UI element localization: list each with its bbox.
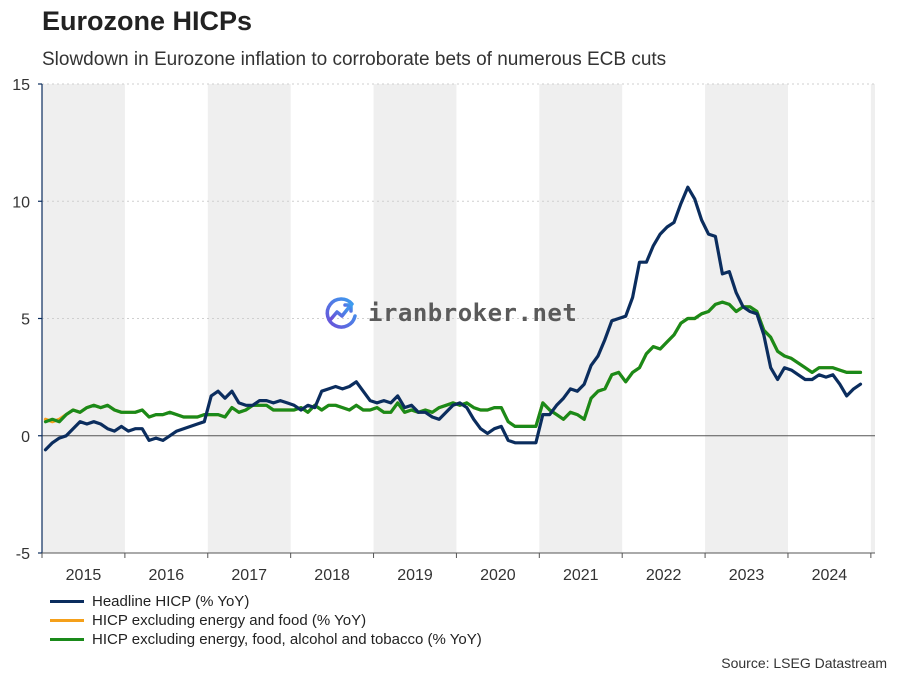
watermark: iranbroker.net	[322, 294, 577, 332]
x-tick-label: 2018	[314, 567, 350, 584]
axes: -5 0 5 10 15 2015 2016 2017 2018 2019 2020 2021 2022…	[12, 77, 875, 584]
y-tick-label: 5	[21, 312, 30, 329]
legend-item-headline: Headline HICP (% YoY)	[50, 592, 482, 611]
line-chart: -5 0 5 10 15 2015 2016 2017 2018 2019 2020 2021 2022…	[12, 77, 875, 584]
x-tick-label: 2022	[646, 567, 682, 584]
y-tick-label: -5	[16, 546, 30, 563]
legend-item-core: HICP excluding energy and food (% YoY)	[50, 611, 482, 630]
chart-title: Eurozone HICPs	[42, 6, 253, 36]
chart-subtitle: Slowdown in Eurozone inflation to corrob…	[42, 49, 667, 70]
x-tick-label: 2016	[149, 567, 185, 584]
source-note: Source: LSEG Datastream	[721, 655, 887, 671]
series-lines	[43, 185, 863, 452]
x-tick-label: 2021	[563, 567, 599, 584]
y-tick-label: 15	[12, 77, 30, 94]
legend: Headline HICP (% YoY) HICP excluding ene…	[50, 592, 482, 649]
y-tick-label: 10	[12, 194, 30, 211]
legend-label: HICP excluding energy, food, alcohol and…	[92, 631, 482, 648]
x-tick-label: 2023	[729, 567, 765, 584]
chart-logo-icon	[325, 297, 357, 329]
y-tick-label: 0	[21, 429, 30, 446]
legend-item-supercore: HICP excluding energy, food, alcohol and…	[50, 630, 482, 649]
x-tick-label: 2019	[397, 567, 433, 584]
x-tick-label: 2017	[231, 567, 267, 584]
legend-label: HICP excluding energy and food (% YoY)	[92, 612, 367, 629]
series-line-2	[43, 300, 863, 428]
series-line-0	[43, 185, 863, 452]
legend-swatch	[50, 600, 84, 603]
x-tick-label: 2015	[66, 567, 102, 584]
x-tick-label: 2020	[480, 567, 516, 584]
legend-swatch	[50, 638, 84, 641]
x-tick-label: 2024	[812, 567, 848, 584]
watermark-text: iranbroker.net	[368, 299, 578, 327]
legend-swatch	[50, 619, 84, 622]
legend-label: Headline HICP (% YoY)	[92, 593, 250, 610]
year-band	[207, 84, 291, 553]
